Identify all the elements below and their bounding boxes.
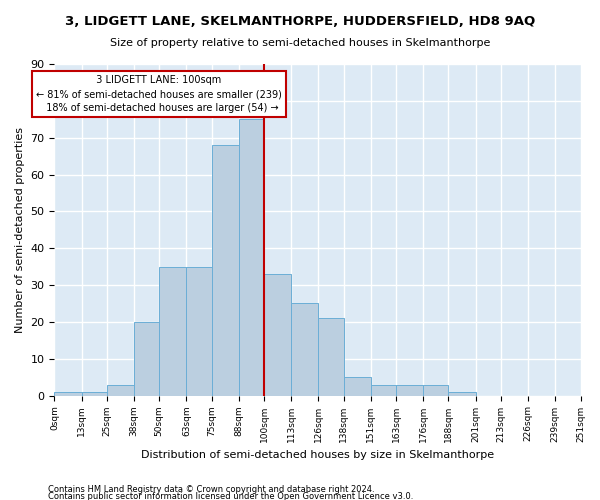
Bar: [423, 384, 448, 396]
Text: Size of property relative to semi-detached houses in Skelmanthorpe: Size of property relative to semi-detach…: [110, 38, 490, 48]
Bar: [159, 266, 187, 396]
Bar: [319, 318, 344, 396]
Bar: [187, 266, 212, 396]
Text: Contains HM Land Registry data © Crown copyright and database right 2024.: Contains HM Land Registry data © Crown c…: [48, 484, 374, 494]
Bar: [448, 392, 476, 396]
Bar: [239, 120, 264, 396]
Bar: [212, 145, 239, 396]
Bar: [82, 392, 107, 396]
Bar: [396, 384, 423, 396]
Bar: [291, 304, 319, 396]
Bar: [344, 377, 371, 396]
Text: 3, LIDGETT LANE, SKELMANTHORPE, HUDDERSFIELD, HD8 9AQ: 3, LIDGETT LANE, SKELMANTHORPE, HUDDERSF…: [65, 15, 535, 28]
X-axis label: Distribution of semi-detached houses by size in Skelmanthorpe: Distribution of semi-detached houses by …: [141, 450, 494, 460]
Bar: [371, 384, 396, 396]
Text: Contains public sector information licensed under the Open Government Licence v3: Contains public sector information licen…: [48, 492, 413, 500]
Bar: [55, 392, 82, 396]
Bar: [134, 322, 159, 396]
Text: 3 LIDGETT LANE: 100sqm  
← 81% of semi-detached houses are smaller (239)
  18% o: 3 LIDGETT LANE: 100sqm ← 81% of semi-det…: [36, 75, 282, 113]
Bar: [264, 274, 291, 396]
Bar: [107, 384, 134, 396]
Y-axis label: Number of semi-detached properties: Number of semi-detached properties: [15, 127, 25, 333]
